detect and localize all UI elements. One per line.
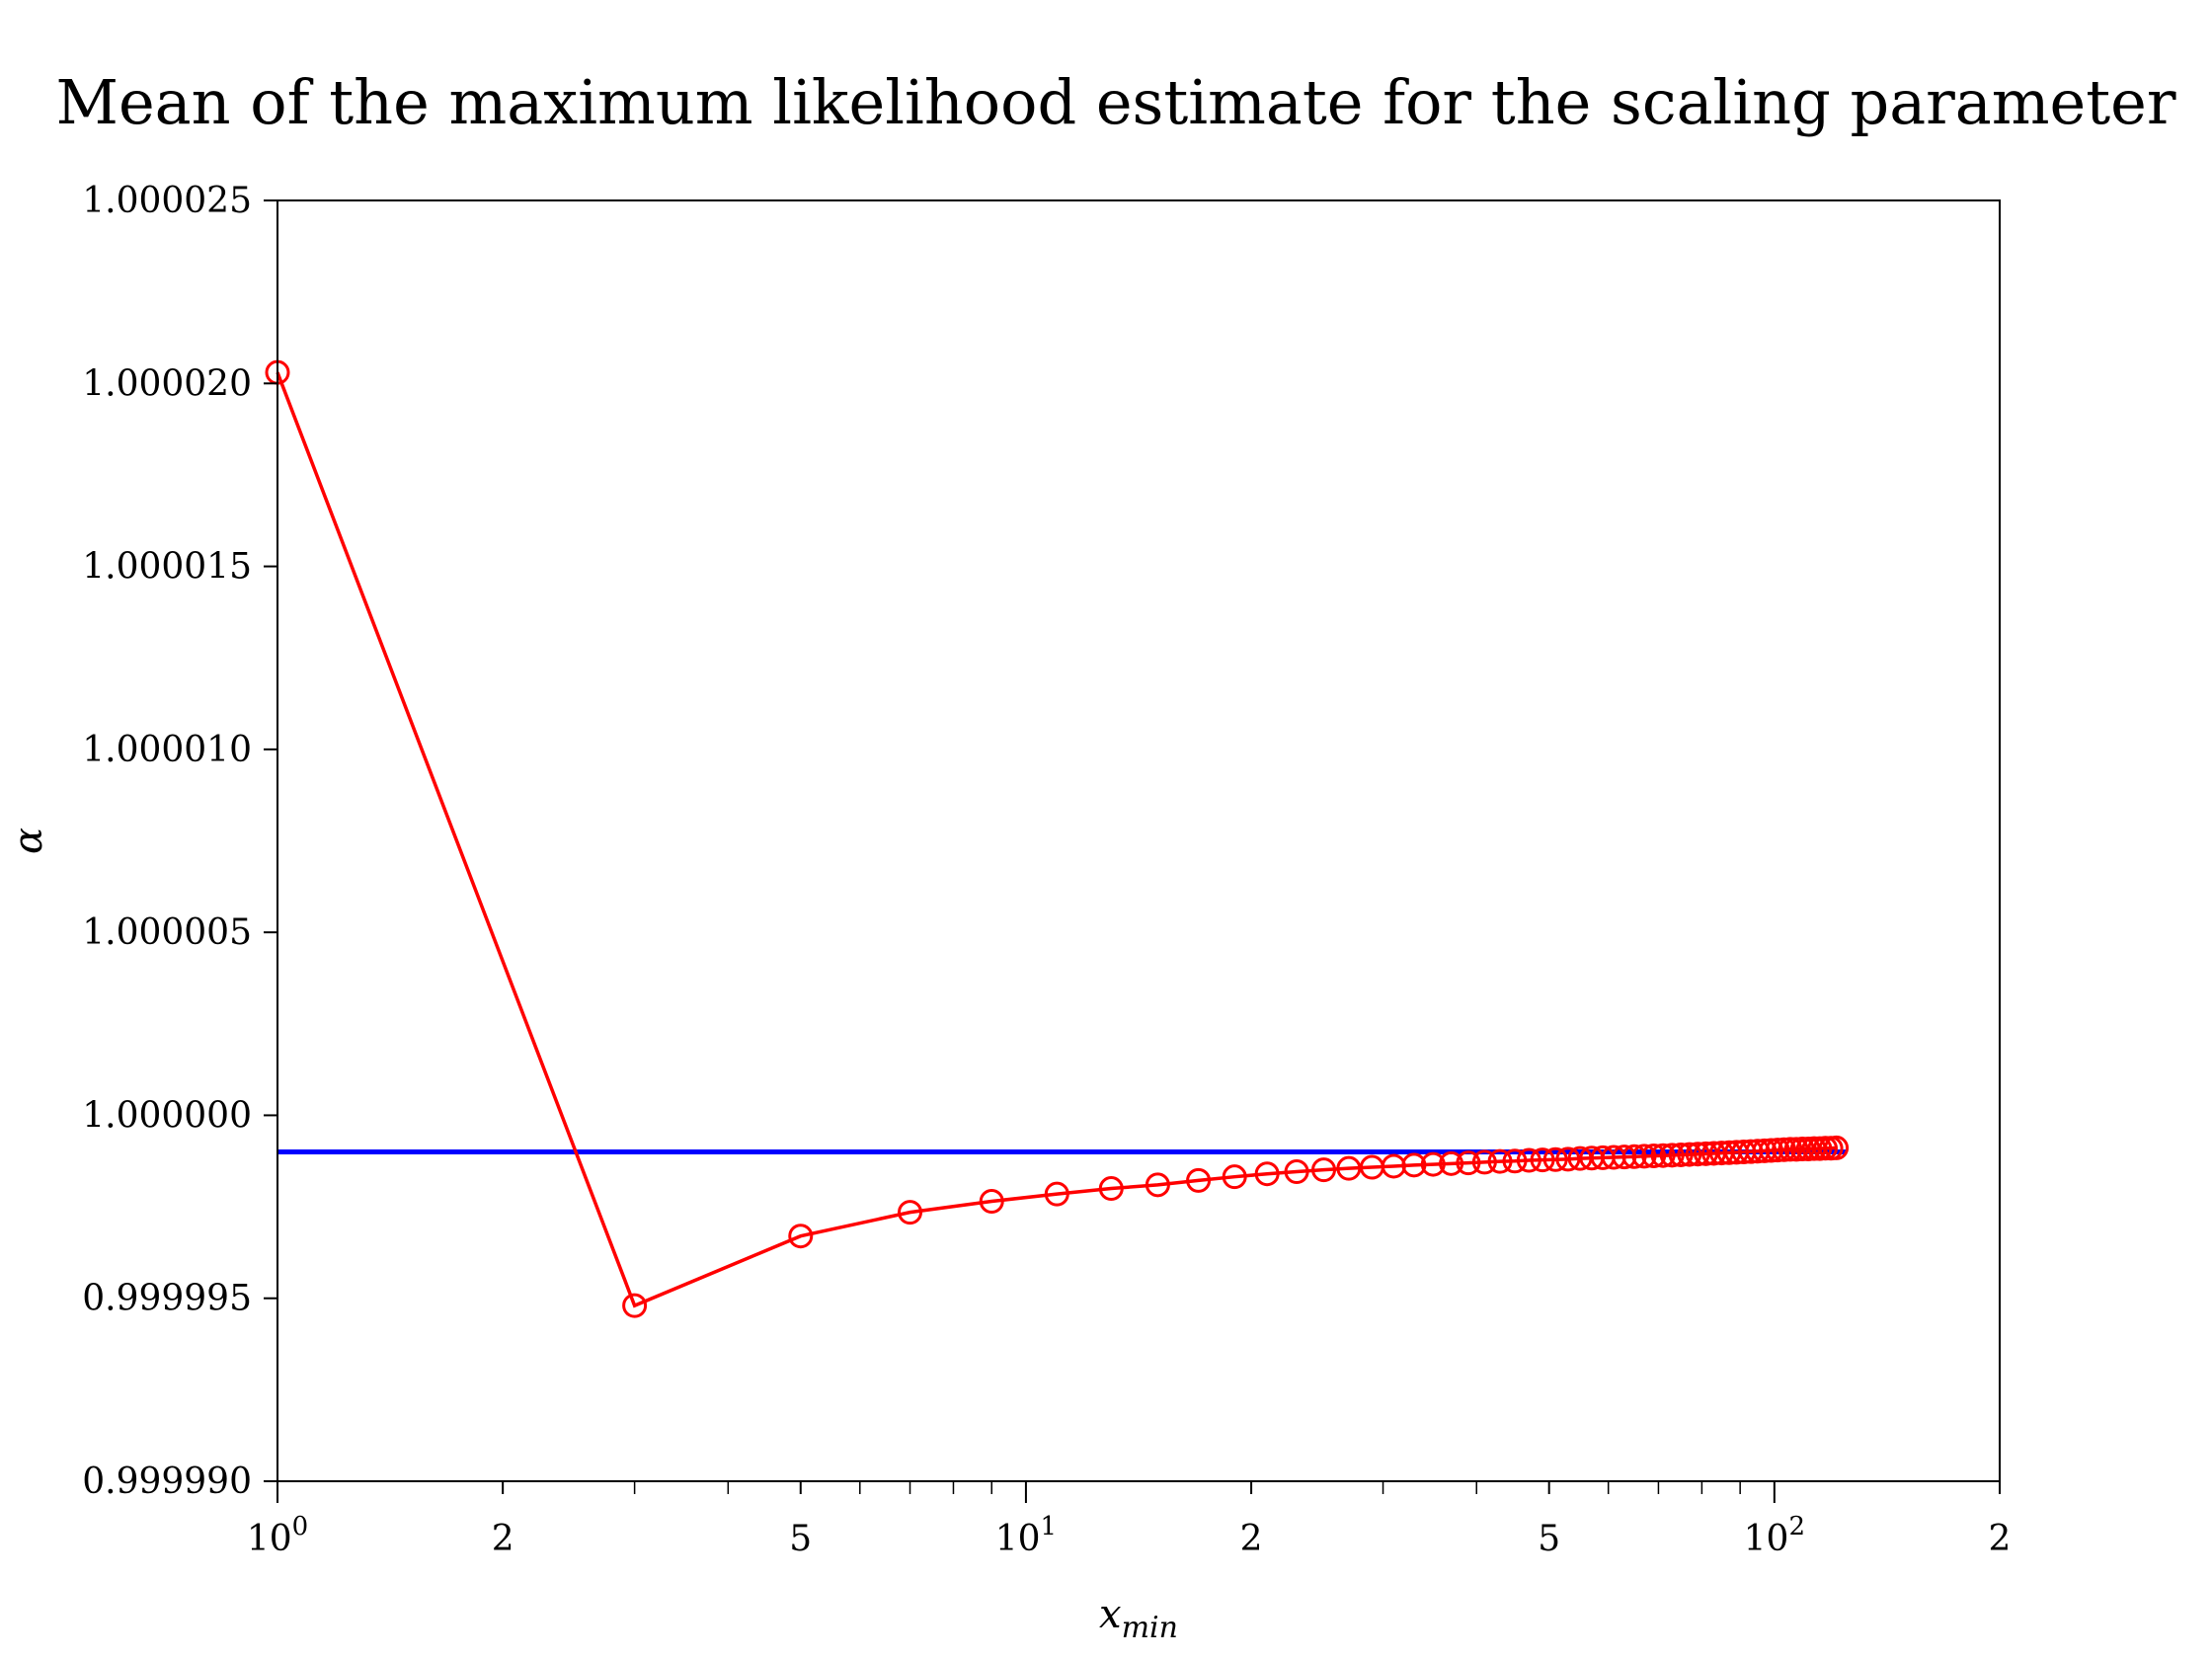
y-tick-label: 1.000015 [82, 547, 252, 588]
data-point [1612, 1145, 1637, 1170]
x-tick-label: 2 [1989, 1519, 2012, 1559]
data-point [1487, 1148, 1513, 1174]
series-line-0 [276, 371, 1837, 1308]
data-point [1284, 1158, 1309, 1184]
y-tick-label: 0.999990 [82, 1462, 252, 1502]
chart-title: Mean of the maximum likelihood estimate … [56, 66, 2176, 138]
x-tick-label-base: 10 [247, 1519, 292, 1559]
data-point [1668, 1142, 1694, 1167]
data-point [1471, 1149, 1497, 1175]
x-axis-label-subscript: min [1122, 1611, 1178, 1645]
x-tick-label-exponent: 2 [1788, 1512, 1805, 1541]
x-tick-label-base: 10 [1744, 1519, 1789, 1559]
x-tick-label-base: 5 [789, 1519, 812, 1559]
data-point [1745, 1139, 1771, 1164]
x-tick-label-exponent: 1 [1041, 1512, 1058, 1541]
data-point [1555, 1146, 1581, 1172]
x-tick-label: 100 [247, 1512, 308, 1559]
data-point [1311, 1157, 1337, 1183]
x-tick-label: 5 [1538, 1519, 1560, 1559]
x-tick-label-base: 2 [492, 1519, 514, 1559]
data-point [1044, 1181, 1069, 1207]
data-point [1186, 1167, 1212, 1193]
x-tick-label-base: 5 [1538, 1519, 1560, 1559]
data-point [1530, 1147, 1555, 1173]
data-point [1824, 1135, 1850, 1160]
x-tick-label: 102 [1744, 1512, 1805, 1559]
data-point [1502, 1148, 1528, 1174]
data-point [979, 1189, 1004, 1215]
data-point [1420, 1151, 1446, 1177]
data-point [1621, 1144, 1647, 1169]
x-tick-label-base: 10 [995, 1519, 1041, 1559]
data-point [1677, 1142, 1702, 1167]
data-point [1752, 1138, 1778, 1163]
data-point [1336, 1155, 1362, 1181]
x-tick-label: 2 [1240, 1519, 1263, 1559]
y-tick-label: 0.999995 [82, 1279, 252, 1319]
x-tick-label-exponent: 0 [292, 1512, 309, 1541]
y-axis-label: α [6, 828, 51, 854]
y-tick-label: 1.000005 [82, 912, 252, 953]
data-point [1631, 1144, 1657, 1169]
plot-area-frame [276, 199, 2001, 1482]
x-tick-label-base: 2 [1240, 1519, 1263, 1559]
data-point [788, 1224, 814, 1249]
x-axis-label: xmin [1099, 1592, 1178, 1645]
x-tick-label-base: 2 [1989, 1519, 2012, 1559]
data-point [1456, 1150, 1481, 1176]
data-point [1254, 1161, 1280, 1187]
x-tick-label: 2 [492, 1519, 514, 1559]
data-point [1778, 1137, 1803, 1162]
data-point [1641, 1144, 1667, 1169]
data-point [898, 1200, 923, 1225]
x-tick-label: 5 [789, 1519, 812, 1559]
y-tick-label: 1.000020 [82, 363, 252, 404]
y-tick-label: 1.000010 [82, 730, 252, 770]
data-point [1685, 1142, 1710, 1167]
y-tick-label: 1.000000 [82, 1095, 252, 1136]
data-point [1439, 1150, 1464, 1176]
data-point [1401, 1152, 1427, 1178]
data-point [1098, 1176, 1124, 1202]
axis-ticks: 100 2 5 101 2 5 102 20.9999900.9999951.0000001.… [82, 181, 2011, 1559]
y-tick-label: 1.000025 [82, 181, 252, 221]
data-point [1542, 1146, 1568, 1172]
data-point [1516, 1147, 1541, 1173]
data-point [1693, 1141, 1718, 1166]
data-point [1659, 1143, 1685, 1168]
series-layer [265, 359, 1850, 1318]
data-point [1759, 1138, 1784, 1163]
x-tick-label: 101 [995, 1512, 1057, 1559]
data-point [1145, 1172, 1170, 1198]
data-point [1650, 1143, 1676, 1168]
data-point [622, 1293, 648, 1318]
data-point [1222, 1164, 1247, 1190]
x-axis-label-base: x [1099, 1592, 1122, 1637]
